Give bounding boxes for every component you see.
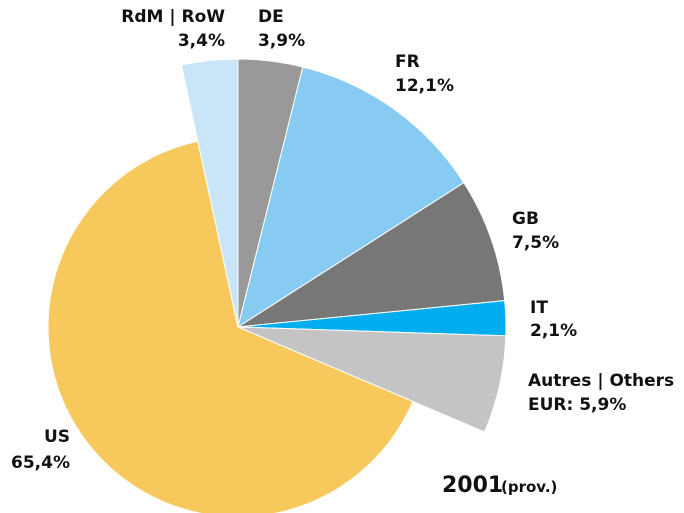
slice-value-label: 12,1% xyxy=(395,76,454,96)
slice-label: GB xyxy=(512,209,539,229)
pie-slice xyxy=(47,140,414,513)
slice-label: DE xyxy=(258,7,284,27)
slice-value-label: 3,9% xyxy=(258,31,305,51)
pie-slice xyxy=(180,58,239,328)
slice-label: US xyxy=(44,427,70,447)
pie-slice xyxy=(237,182,506,328)
chart-subtitle: (prov.) xyxy=(501,478,557,496)
chart-title: 2001 xyxy=(442,473,503,498)
slice-label: FR xyxy=(395,52,420,72)
slice-value-label: 3,4% xyxy=(178,31,225,51)
pie-slice xyxy=(237,66,465,329)
slice-label: Autres | Others xyxy=(528,371,674,391)
slice-label: IT xyxy=(530,298,548,318)
slice-value-label: 2,1% xyxy=(530,321,577,341)
slice-value-label: 7,5% xyxy=(512,233,559,253)
slice-label: RdM | RoW xyxy=(121,7,225,27)
slice-value-label: EUR: 5,9% xyxy=(528,395,626,415)
pie-slice xyxy=(237,326,507,433)
slice-value-label: 65,4% xyxy=(11,453,70,473)
